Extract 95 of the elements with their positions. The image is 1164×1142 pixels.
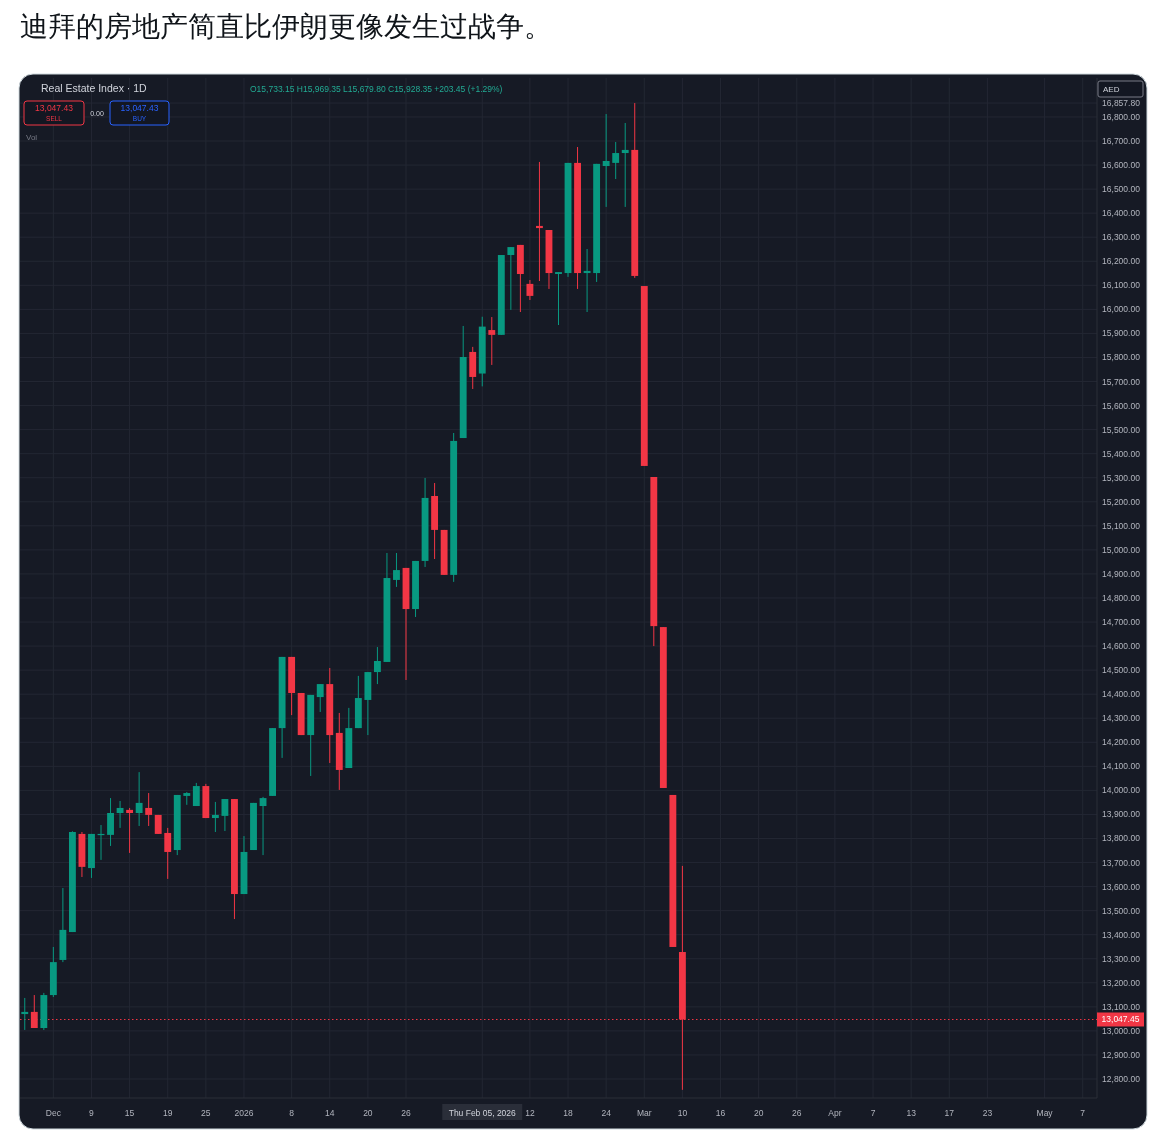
x-tick-label: 26 xyxy=(792,1108,802,1118)
chart-title: 迪拜的房地产简直比伊朗更像发生过战争。 xyxy=(20,10,552,43)
x-tick-label: Mar xyxy=(636,1108,652,1118)
x-tick-label: 20 xyxy=(753,1108,764,1118)
y-tick-label: 15,000.00 xyxy=(1102,544,1141,555)
candlestick xyxy=(488,316,496,366)
candlestick xyxy=(393,552,400,588)
y-tick-label: 16,100.00 xyxy=(1102,280,1141,291)
y-tick-label: 13,400.00 xyxy=(1102,929,1141,940)
candlestick xyxy=(135,771,143,827)
candlestick xyxy=(373,646,381,685)
x-tick-label: 8 xyxy=(289,1108,295,1118)
text: AED xyxy=(1103,85,1120,94)
y-tick-label: 15,800.00 xyxy=(1102,352,1141,363)
y-tick-label: 15,600.00 xyxy=(1102,400,1141,411)
x-tick-label: 17 xyxy=(944,1108,955,1118)
candlestick xyxy=(164,827,172,880)
y-tick-label: 16,500.00 xyxy=(1102,184,1141,195)
y-tick-label: 14,600.00 xyxy=(1102,641,1141,652)
y-tick-label: 16,600.00 xyxy=(1102,160,1141,171)
y-tick-label: 16,700.00 xyxy=(1102,136,1141,147)
y-tick-label: 16,200.00 xyxy=(1102,256,1141,267)
x-tick-label: 2026 xyxy=(234,1108,254,1118)
x-tick-label: May xyxy=(1036,1108,1054,1118)
x-tick-label: 12 xyxy=(525,1108,535,1118)
x-tick-label: 7 xyxy=(1080,1108,1086,1118)
candlestick xyxy=(21,997,29,1031)
y-tick-label: 16,000.00 xyxy=(1102,304,1141,315)
y-tick-label: 13,500.00 xyxy=(1102,905,1141,916)
candlestick xyxy=(211,801,219,833)
y-tick-label: 16,300.00 xyxy=(1102,232,1141,243)
y-tick-label: 14,300.00 xyxy=(1102,713,1141,724)
candlestick xyxy=(507,246,515,311)
candlestick xyxy=(583,248,591,313)
y-tick-label: 14,800.00 xyxy=(1102,592,1141,603)
y-tick-label: 13,800.00 xyxy=(1102,833,1141,844)
x-tick-label: 7 xyxy=(870,1108,876,1118)
x-tick-label: 13 xyxy=(906,1108,917,1118)
x-tick-label: 18 xyxy=(563,1108,574,1118)
x-tick-label: Dec xyxy=(45,1108,62,1118)
y-tick-label: 13,200.00 xyxy=(1102,977,1141,988)
chart-subtitle: Real Estate Index · 1D xyxy=(41,82,148,94)
candlestick xyxy=(555,271,562,326)
candlestick xyxy=(107,797,114,847)
y-tick-label: 15,500.00 xyxy=(1102,424,1141,435)
x-tick-label: 25 xyxy=(201,1108,211,1118)
y-tick-label: 15,900.00 xyxy=(1102,328,1141,339)
y-tick-label: 14,400.00 xyxy=(1102,689,1141,700)
y-tick-label: 12,800.00 xyxy=(1102,1074,1141,1084)
y-tick-label: 16,800.00 xyxy=(1102,111,1141,122)
y-tick-label: 16,857.80 xyxy=(1102,98,1141,109)
x-tick-label: 10 xyxy=(677,1108,688,1118)
x-tick-label: Thu Feb 05, 2026 xyxy=(448,1108,517,1118)
candlestick xyxy=(602,113,610,208)
x-tick-label: 15 xyxy=(124,1108,135,1118)
candlestick xyxy=(126,807,134,854)
y-tick-label: 15,700.00 xyxy=(1102,376,1141,387)
x-tick-label: 20 xyxy=(363,1108,373,1118)
y-tick-label: 13,700.00 xyxy=(1102,857,1141,868)
x-tick-label: 23 xyxy=(982,1108,993,1118)
x-tick-label: 24 xyxy=(601,1108,612,1118)
y-tick-label: 12,900.00 xyxy=(1102,1049,1141,1060)
x-tick-label: 19 xyxy=(163,1108,173,1118)
x-tick-label: 14 xyxy=(325,1108,335,1118)
candlestick xyxy=(116,800,124,829)
candlestick xyxy=(621,122,629,208)
y-tick-label: 13,600.00 xyxy=(1102,881,1141,892)
y-tick-label: 14,000.00 xyxy=(1102,785,1141,796)
y-tick-label: 13,100.00 xyxy=(1102,1001,1141,1012)
candlestick xyxy=(145,792,153,827)
annotation: Vol xyxy=(26,133,38,142)
y-tick-label: 14,100.00 xyxy=(1102,761,1141,772)
y-tick-label: 13,000.00 xyxy=(1102,1025,1141,1036)
y-tick-label: 15,100.00 xyxy=(1102,520,1141,531)
ref-line-label: 13,047.45 xyxy=(1101,1014,1140,1025)
candlestick xyxy=(612,141,620,180)
candlestick xyxy=(526,279,534,301)
candlestick xyxy=(316,683,324,713)
y-tick-label: 13,300.00 xyxy=(1102,953,1141,964)
candlestick xyxy=(221,798,229,832)
candlestick xyxy=(536,161,543,282)
annotation: O15,733.15 H15,969.35 L15,679.80 C15,928.35 +203.45 (+1.29%) xyxy=(250,84,503,94)
y-tick-label: 14,200.00 xyxy=(1102,737,1141,748)
y-tick-label: 15,200.00 xyxy=(1102,496,1141,507)
y-tick-label: 16,400.00 xyxy=(1102,208,1141,219)
x-tick-label: Apr xyxy=(828,1108,842,1118)
y-tick-label: 15,400.00 xyxy=(1102,448,1141,459)
y-tick-label: 14,700.00 xyxy=(1102,617,1141,628)
y-tick-label: 14,900.00 xyxy=(1102,568,1141,579)
x-tick-label: 16 xyxy=(715,1108,726,1118)
y-tick-label: 13,900.00 xyxy=(1102,809,1141,820)
y-tick-label: 15,300.00 xyxy=(1102,472,1141,483)
x-tick-label: 9 xyxy=(89,1108,95,1118)
y-tick-label: 14,500.00 xyxy=(1102,665,1141,676)
x-tick-label: 26 xyxy=(401,1108,411,1118)
